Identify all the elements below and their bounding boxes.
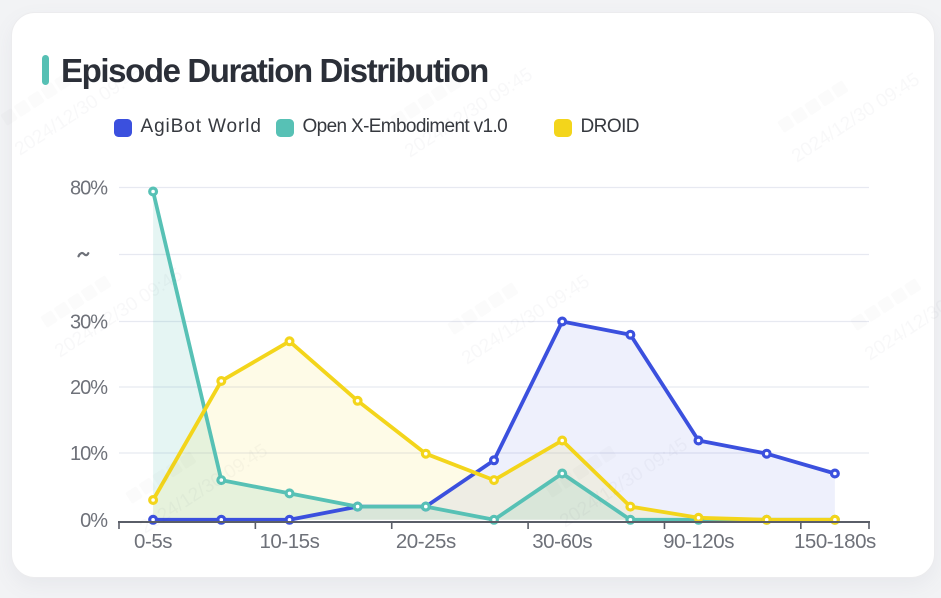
svg-text:30%: 30% (70, 312, 108, 334)
svg-text:10-15s: 10-15s (259, 530, 319, 553)
svg-text:90-120s: 90-120s (663, 530, 734, 553)
svg-text:0-5s: 0-5s (134, 530, 172, 553)
svg-text:20%: 20% (70, 377, 108, 399)
svg-text:150-180s: 150-180s (794, 530, 876, 553)
svg-text:80%: 80% (70, 178, 108, 200)
svg-text:20-25s: 20-25s (396, 530, 456, 553)
svg-text:0%: 0% (80, 510, 108, 532)
svg-text:10%: 10% (70, 443, 108, 465)
svg-text:30-60s: 30-60s (532, 530, 592, 553)
